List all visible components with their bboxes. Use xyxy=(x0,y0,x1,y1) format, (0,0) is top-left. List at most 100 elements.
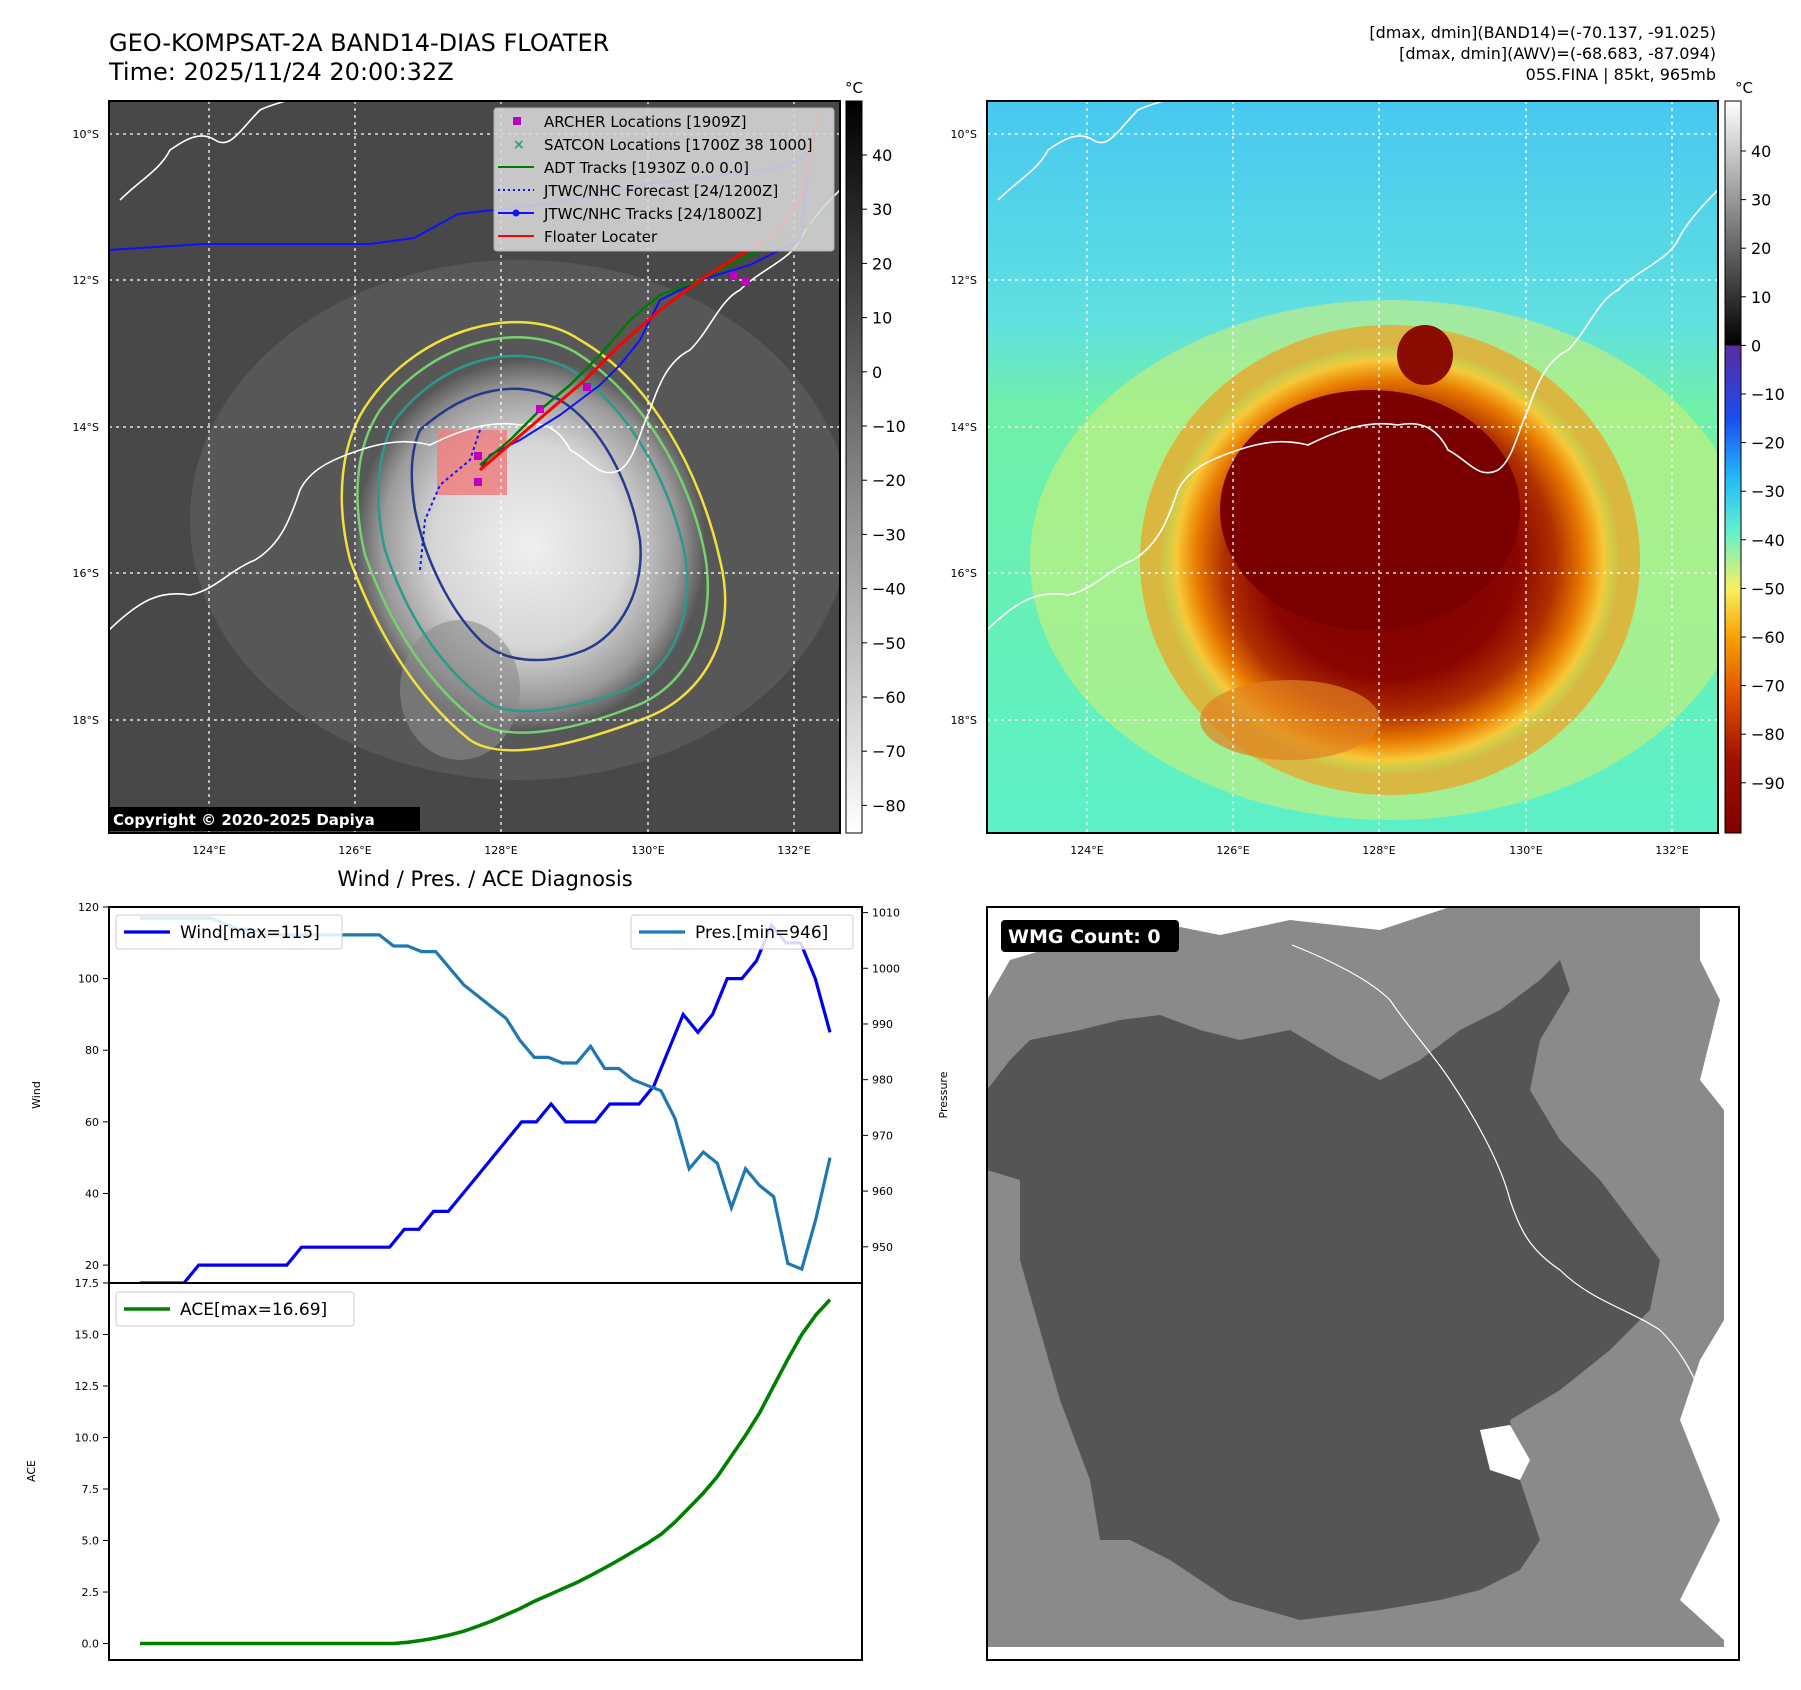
awv-lon-labels: 124°E 126°E 128°E 130°E 132°E xyxy=(1070,844,1688,857)
pressure-axis-tick-label: 960 xyxy=(872,1185,893,1198)
ir-lat-16s: 16°S xyxy=(73,567,99,580)
ir-lon-132e: 132°E xyxy=(777,844,810,857)
wind-axis-tick-label: 60 xyxy=(85,1116,99,1129)
ir-lat-18s: 18°S xyxy=(73,714,99,727)
legend-archer: ARCHER Locations [1909Z] xyxy=(544,113,747,131)
copyright: Copyright © 2020-2025 Dapiya xyxy=(113,811,375,829)
awv-lat-18s: 18°S xyxy=(951,714,977,727)
awv-colorbar-tick-label: −30 xyxy=(1751,482,1785,501)
awv-colorbar-top xyxy=(1724,100,1742,346)
contour-green xyxy=(356,336,710,734)
wind-axis-tick-label: 120 xyxy=(78,901,99,914)
ir-cloud-band xyxy=(400,620,520,760)
copyright-bg xyxy=(109,807,420,831)
awv-colorbar-tick-label: −90 xyxy=(1751,774,1785,793)
ir-lat-12s: 12°S xyxy=(73,274,99,287)
legend-floater: Floater Locater xyxy=(544,228,658,246)
wmg-frame xyxy=(986,906,1740,1661)
ace-axis-label: ACE xyxy=(25,1460,38,1482)
awv-colorbar-tick-label: −50 xyxy=(1751,579,1785,598)
wmg-panel: WMG Count: 0 xyxy=(986,906,1740,1661)
wind-axis-ticks: 20 40 60 80 100 120 xyxy=(78,901,109,1272)
ir-colorbar-ticks: 40 30 20 10 0 −10 −20 −30 −40 −50 −60 −70 −80 xyxy=(862,146,906,815)
ir-colorbar-tick-label: −20 xyxy=(872,471,906,490)
wind-axis-tick-label: 80 xyxy=(85,1044,99,1057)
ace-frame xyxy=(108,1282,863,1661)
awv-colorbar-tick-label: −10 xyxy=(1751,385,1785,404)
awv-colorbar-tick-label: 10 xyxy=(1751,288,1771,307)
wmg-count: WMG Count: 0 xyxy=(1008,926,1161,948)
pressure-legend: Pres.[min=946] xyxy=(630,914,854,950)
ir-lon-124e: 124°E xyxy=(192,844,225,857)
ir-island-coast xyxy=(119,101,286,201)
ir-colorbar-unit: °C xyxy=(845,79,863,97)
awv-colorbar-tick-label: 0 xyxy=(1751,336,1761,355)
ace-axis-ticks: 0.0 2.5 5.0 7.5 10.0 12.5 15.0 17.5 xyxy=(75,1277,109,1651)
legend-archer-marker xyxy=(513,117,521,125)
ir-colorbar-tick-label: −60 xyxy=(872,688,906,707)
wmg-white-patch xyxy=(1480,1425,1530,1480)
ace-axis-tick-label: 7.5 xyxy=(82,1483,100,1496)
awv-overshoot xyxy=(1397,325,1453,385)
pressure-axis-label: Pressure xyxy=(937,1071,950,1118)
awv-colorbar-tick-label: −60 xyxy=(1751,628,1785,647)
pressure-axis-tick-label: 1000 xyxy=(872,962,900,975)
ir-lat-10s: 10°S xyxy=(73,128,99,141)
figure-time: Time: 2025/11/24 20:00:32Z xyxy=(108,58,454,86)
awv-colorbar-tick-label: −40 xyxy=(1751,531,1785,550)
ir-lon-labels: 124°E 126°E 128°E 130°E 132°E xyxy=(192,844,810,857)
awv-island-coast xyxy=(997,101,1164,201)
wind-axis-tick-label: 40 xyxy=(85,1187,99,1200)
ir-lat-labels: 10°S 12°S 14°S 16°S 18°S xyxy=(73,128,99,727)
awv-colorbar-tick-label: 20 xyxy=(1751,239,1771,258)
awv-map-panel: 10°S 12°S 14°S 16°S 18°S 124°E 126°E 128… xyxy=(951,79,1785,857)
awv-lat-10s: 10°S xyxy=(951,128,977,141)
ace-axis-tick-label: 10.0 xyxy=(75,1432,100,1445)
legend-jtwc: JTWC/NHC Tracks [24/1800Z] xyxy=(543,205,762,223)
ir-colorbar-tick-label: −30 xyxy=(872,525,906,544)
awv-lat-16s: 16°S xyxy=(951,567,977,580)
wind-pres-panel: 20 40 60 80 100 120 950 960 970 980 990 1000 1010 W… xyxy=(30,901,950,1285)
awv-colorbar-tick-label: −70 xyxy=(1751,677,1785,696)
ir-lon-130e: 130°E xyxy=(631,844,664,857)
pressure-axis-tick-label: 970 xyxy=(872,1129,893,1142)
ir-colorbar-tick-label: 30 xyxy=(872,200,892,219)
ir-colorbar-tick-label: −70 xyxy=(872,742,906,761)
ace-legend-label: ACE[max=16.69] xyxy=(180,1300,327,1320)
ir-colorbar-tick-label: 0 xyxy=(872,363,882,382)
ir-coastline xyxy=(109,189,840,631)
ir-colorbar-tick-label: 10 xyxy=(872,309,892,328)
pressure-legend-label: Pres.[min=946] xyxy=(695,923,828,943)
wind-pres-frame xyxy=(108,906,863,1284)
archer-points xyxy=(474,272,750,486)
awv-lon-126e: 126°E xyxy=(1216,844,1249,857)
wmg-coastline xyxy=(1291,944,1696,1381)
awv-colorbar-tick-label: 30 xyxy=(1751,191,1771,210)
wind-legend: Wind[max=115] xyxy=(115,914,343,950)
ir-colorbar-tick-label: −10 xyxy=(872,417,906,436)
ir-frame xyxy=(108,100,841,834)
pressure-axis-ticks: 950 960 970 980 990 1000 1010 xyxy=(862,907,900,1254)
wmg-badge xyxy=(1001,920,1179,952)
wind-legend-label: Wind[max=115] xyxy=(180,923,320,943)
ir-map-panel: Copyright © 2020-2025 Dapiya × ARCHER Lo… xyxy=(73,79,906,857)
awv-colorbar-tick-label: −20 xyxy=(1751,434,1785,453)
awv-colorbar-ticks: 40 30 20 10 0 −10 −20 −30 −40 −50 −60 −70 −80 −90 xyxy=(1741,142,1785,793)
ace-axis-tick-label: 0.0 xyxy=(82,1638,100,1651)
awv-lat-14s: 14°S xyxy=(951,421,977,434)
awv-core-dark xyxy=(1220,390,1520,630)
pressure-axis-tick-label: 980 xyxy=(872,1074,893,1087)
awv-lat-12s: 12°S xyxy=(951,274,977,287)
ace-axis-tick-label: 5.0 xyxy=(82,1535,100,1548)
ace-axis-tick-label: 2.5 xyxy=(82,1586,100,1599)
ir-lon-126e: 126°E xyxy=(338,844,371,857)
awv-lon-124e: 124°E xyxy=(1070,844,1103,857)
ace-axis-tick-label: 17.5 xyxy=(75,1277,100,1290)
ir-colorbar xyxy=(845,100,863,834)
floater-box xyxy=(437,430,507,495)
awv-frame xyxy=(986,100,1719,834)
contour-teal xyxy=(377,354,689,713)
wind-axis-tick-label: 20 xyxy=(85,1259,99,1272)
ir-colorbar-tick-label: 40 xyxy=(872,146,892,165)
wind-axis-tick-label: 100 xyxy=(78,973,99,986)
